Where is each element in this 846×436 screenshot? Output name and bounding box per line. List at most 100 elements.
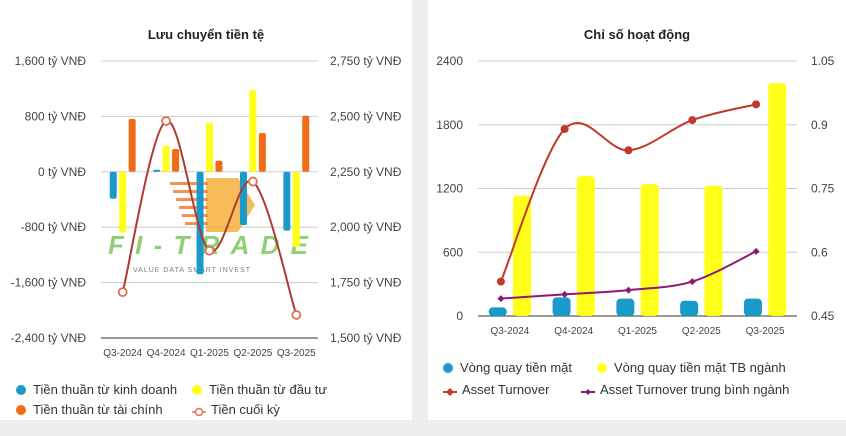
legend-label: Tiền thuần từ đầu tư: [209, 382, 328, 397]
y-left-tick-label: 1200: [436, 182, 463, 196]
legend-dot-icon: [597, 362, 607, 373]
legend-item-cash-turnover[interactable]: Vòng quay tiền mặt: [443, 360, 572, 375]
diamond-line-icon: [443, 385, 457, 396]
legend-dot-icon: [16, 384, 26, 395]
y-left-tick-label: -800 tỷ VNĐ: [21, 220, 87, 234]
line-point: [688, 116, 697, 125]
watermark-tagline: VALUE DATA SMART INVEST: [133, 267, 251, 274]
bar-tiền-thuần-từ-đầu-tư: [249, 90, 257, 172]
line-point: [204, 245, 215, 256]
x-tick-label: Q2-2025: [233, 348, 272, 359]
bar-vòng-quay-tiền-mặt-tb-ngành: [576, 176, 595, 316]
line-point: [560, 125, 569, 133]
y-right-tick-label: 2,250 tỷ VNĐ: [330, 165, 402, 179]
bar-tiền-thuần-từ-kinh-doanh: [153, 169, 161, 172]
y-right-tick-label: 2,500 tỷ VNĐ: [330, 109, 402, 123]
legend-item-asset-turnover-industry[interactable]: Asset Turnover trung bình ngành: [581, 382, 789, 397]
bar-vòng-quay-tiền-mặt: [552, 297, 571, 316]
bar-vòng-quay-tiền-mặt: [616, 298, 635, 316]
y-right-tick-label: 0.9: [811, 118, 828, 132]
bar-tiền-thuần-từ-kinh-doanh: [109, 171, 117, 199]
y-left-tick-label: 0: [456, 309, 463, 323]
line-point: [561, 290, 569, 298]
line-point: [161, 116, 172, 126]
line-point: [117, 287, 128, 298]
bar-vòng-quay-tiền-mặt-tb-ngành: [513, 195, 532, 316]
bar-tiền-thuần-từ-tài-chính: [258, 133, 266, 172]
y-left-tick-label: 800 tỷ VNĐ: [25, 109, 87, 123]
x-tick-label: Q3-2025: [746, 326, 785, 337]
bar-tiền-thuần-từ-kinh-doanh: [283, 171, 291, 231]
legend-item-operating[interactable]: Tiền thuần từ kinh doanh: [16, 382, 177, 397]
legend-item-cash-turnover-industry[interactable]: Vòng quay tiền mặt TB ngành: [597, 360, 786, 375]
y-right-tick-label: 0.75: [811, 182, 835, 196]
bar-vòng-quay-tiền-mặt-tb-ngành: [640, 184, 659, 316]
bar-tiền-thuần-từ-tài-chính: [215, 160, 223, 172]
bar-vòng-quay-tiền-mặt-tb-ngành: [768, 82, 787, 317]
y-right-tick-label: 0.45: [811, 309, 835, 323]
x-tick-label: Q4-2024: [147, 348, 186, 359]
watermark-stripe-icon: [182, 214, 208, 217]
legend-label: Asset Turnover trung bình ngành: [600, 382, 790, 397]
y-left-tick-label: 0 tỷ VNĐ: [38, 165, 86, 179]
y-right-tick-label: 1,500 tỷ VNĐ: [330, 331, 402, 345]
legend-item-financing[interactable]: Tiền thuần từ tài chính: [16, 402, 163, 417]
x-tick-label: Q1-2025: [190, 348, 229, 359]
bar-tiền-thuần-từ-đầu-tư: [162, 145, 170, 172]
bar-tiền-thuần-từ-tài-chính: [302, 115, 310, 172]
y-right-tick-label: 0.6: [811, 245, 828, 259]
bar-tiền-thuần-từ-tài-chính: [172, 148, 180, 172]
legend-label: Tiền thuần từ tài chính: [33, 402, 163, 417]
legend-label: Vòng quay tiền mặt: [460, 360, 573, 375]
bar-tiền-thuần-từ-đầu-tư: [206, 122, 213, 172]
legend-dot-icon: [192, 384, 202, 395]
y-left-tick-label: -2,400 tỷ VNĐ: [11, 331, 87, 345]
x-tick-label: Q3-2024: [103, 348, 142, 359]
bar-vòng-quay-tiền-mặt: [680, 300, 699, 316]
legend-label: Vòng quay tiền mặt TB ngành: [614, 360, 786, 375]
line-series: [499, 103, 757, 282]
y-left-tick-label: 2400: [436, 54, 463, 68]
diamond-line-icon: [581, 385, 595, 395]
y-right-tick-label: 1.05: [811, 54, 835, 68]
line-point: [496, 277, 505, 286]
bar-tiền-thuần-từ-đầu-tư: [119, 171, 127, 233]
watermark-stripe-icon: [185, 222, 208, 225]
bar-tiền-thuần-từ-kinh-doanh: [196, 171, 204, 275]
cash-flow-title: Lưu chuyển tiền tệ: [147, 27, 265, 42]
bar-tiền-thuần-từ-đầu-tư: [292, 171, 300, 248]
x-tick-label: Q1-2025: [618, 326, 657, 337]
legend-label: Tiền cuối kỳ: [211, 402, 280, 417]
y-right-tick-label: 2,000 tỷ VNĐ: [330, 220, 402, 234]
legend-item-asset-turnover[interactable]: Asset Turnover: [443, 382, 549, 397]
legend-label: Asset Turnover: [462, 382, 550, 397]
line-point: [624, 146, 633, 155]
line-point: [625, 286, 632, 294]
activity-ratio-title: Chỉ số hoạt động: [583, 27, 691, 42]
y-left-tick-label: -1,600 tỷ VNĐ: [11, 276, 87, 290]
y-left-tick-label: 600: [443, 245, 463, 259]
line-point: [752, 247, 760, 255]
line-point: [752, 100, 761, 109]
y-right-tick-label: 1,750 tỷ VNĐ: [330, 276, 402, 290]
x-tick-label: Q4-2024: [554, 326, 593, 337]
legend-item-ending-cash[interactable]: Tiền cuối kỳ: [192, 402, 280, 417]
y-right-tick-label: 2,750 tỷ VNĐ: [330, 54, 402, 68]
bar-vòng-quay-tiền-mặt: [743, 298, 762, 316]
bar-vòng-quay-tiền-mặt-tb-ngành: [704, 185, 723, 316]
legend-label: Tiền thuần từ kinh doanh: [33, 382, 178, 397]
line-point: [247, 176, 258, 187]
activity-ratio-chart: 2400 1800 1200 600 0 1.05 0.9 0.75 0.6 0.45 Q3-202…: [436, 54, 835, 337]
y-left-tick-label: 1,600 tỷ VNĐ: [15, 54, 87, 68]
legend-dot-icon: [16, 404, 26, 415]
hollow-circle-line-icon: [192, 405, 206, 416]
line-point: [291, 310, 302, 320]
legend-item-investing[interactable]: Tiền thuần từ đầu tư: [192, 382, 327, 397]
line-point: [688, 278, 696, 286]
x-tick-label: Q3-2025: [277, 348, 316, 359]
line-point: [497, 295, 505, 303]
y-left-tick-label: 1800: [436, 118, 463, 132]
x-tick-label: Q3-2024: [490, 326, 529, 337]
bar-vòng-quay-tiền-mặt: [488, 307, 507, 316]
legend-dot-icon: [443, 362, 453, 373]
